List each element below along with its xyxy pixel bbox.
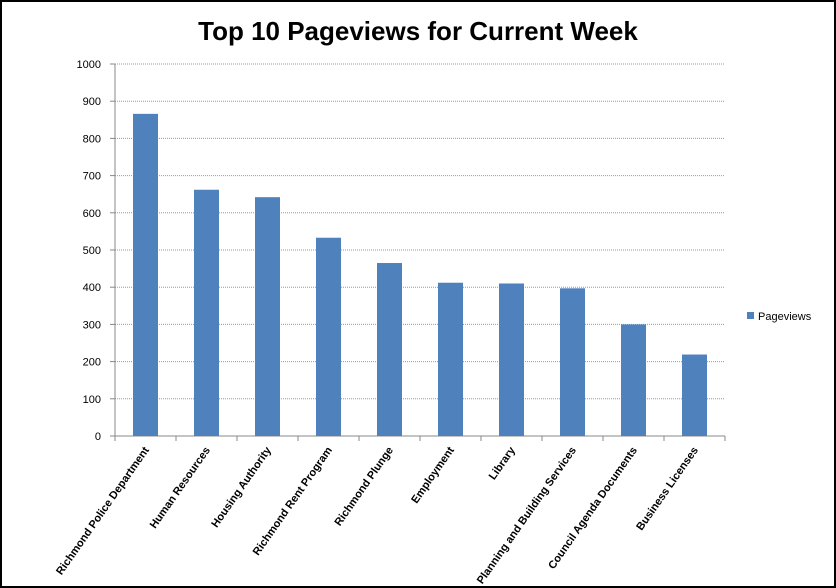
chart-title: Top 10 Pageviews for Current Week (198, 16, 638, 46)
legend-label: Pageviews (758, 311, 812, 323)
y-tick-label: 500 (83, 245, 101, 257)
bar (133, 113, 158, 437)
bar (499, 283, 524, 436)
bar (316, 237, 341, 436)
y-tick-label: 0 (95, 431, 101, 443)
y-tick-label: 300 (83, 319, 101, 331)
bar (438, 282, 463, 436)
y-tick-label: 1000 (77, 59, 101, 71)
y-tick-label: 400 (83, 282, 101, 294)
bar (377, 263, 402, 436)
y-tick-label: 200 (83, 357, 101, 369)
bar (194, 189, 219, 436)
legend-swatch (747, 312, 754, 319)
bar (621, 324, 646, 436)
y-tick-label: 700 (83, 171, 101, 183)
bar (255, 197, 280, 436)
y-tick-label: 900 (83, 96, 101, 108)
y-tick-label: 800 (83, 133, 101, 145)
y-tick-label: 600 (83, 208, 101, 220)
bar (682, 354, 707, 436)
bar (560, 288, 585, 436)
y-tick-label: 100 (83, 394, 101, 406)
